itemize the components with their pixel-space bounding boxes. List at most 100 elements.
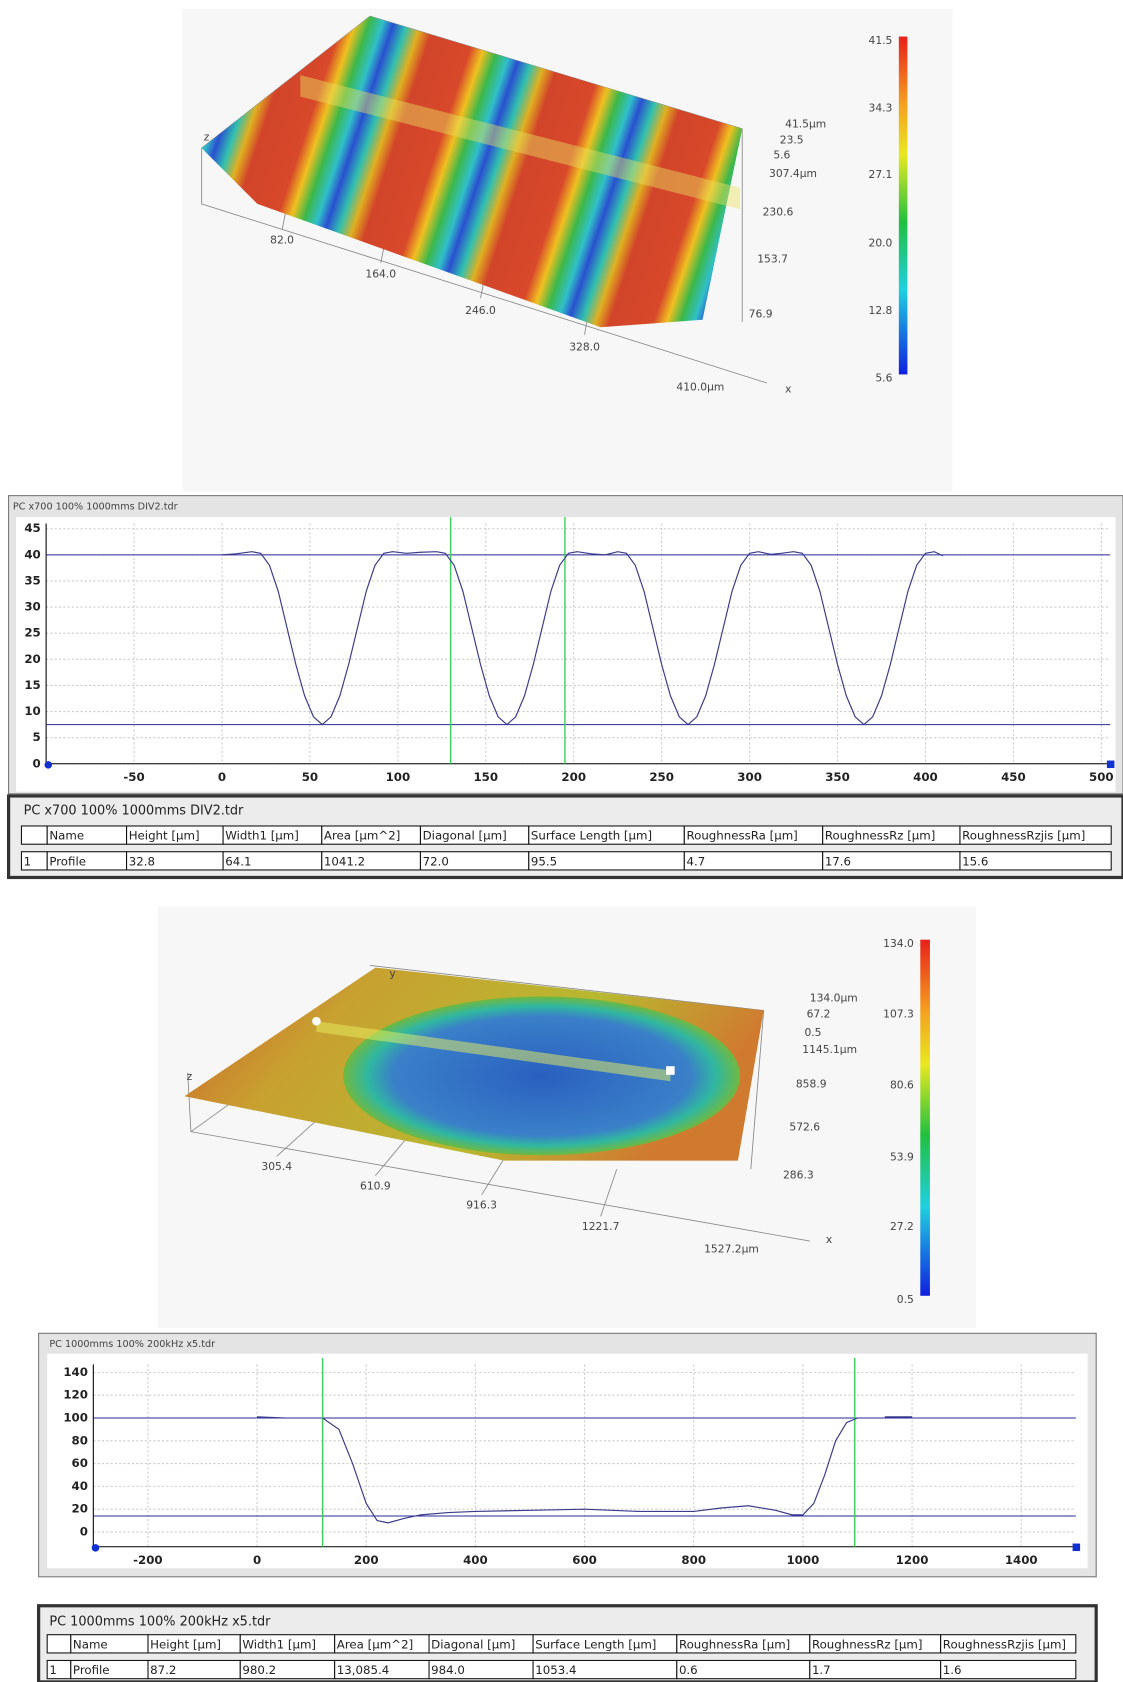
column-header: RoughnessRa [μm] (686, 829, 797, 843)
axis-label: x (785, 382, 791, 395)
chart-title: PC 1000mms 100% 200kHz x5.tdr (49, 1339, 215, 1350)
cell: 17.6 (825, 854, 851, 868)
column-header: Diagonal [μm] (423, 829, 507, 843)
cell: 0.6 (679, 1663, 698, 1677)
cell: 15.6 (962, 854, 988, 868)
x-tick-label: 200 (561, 770, 586, 784)
marker (666, 1066, 675, 1075)
x-tick-label: 600 (572, 1553, 597, 1567)
cell: 1 (24, 854, 32, 868)
x-tick-label: 328.0 (569, 341, 600, 354)
x-tick-label: 800 (681, 1553, 706, 1567)
x-tick-label: 50 (302, 770, 318, 784)
x-tick-label: 1000 (786, 1553, 819, 1567)
table-title: PC 1000mms 100% 200kHz x5.tdr (49, 1614, 271, 1629)
chart-title: PC x700 100% 1000mms DIV2.tdr (13, 501, 178, 512)
y-tick-label: 20 (72, 1502, 88, 1516)
y-tick-label: 40 (72, 1479, 88, 1493)
x-tick-label: 150 (473, 770, 498, 784)
z-tick-label: 41.5µm (785, 118, 826, 131)
y-tick-label: 80 (72, 1433, 88, 1447)
column-header: RoughnessRzjis [μm] (943, 1637, 1066, 1651)
colorbar-label: 107.3 (883, 1008, 914, 1021)
y-tick-label: 76.9 (749, 307, 773, 320)
y-tick-label: 858.9 (796, 1077, 827, 1090)
x-tick-label: 1527.2µm (704, 1243, 759, 1256)
profile-chart: PC x700 100% 1000mms DIV2.tdr05101520253… (9, 496, 1123, 794)
column-header: Name (73, 1637, 108, 1651)
column-header: Height [μm] (129, 829, 200, 843)
x-tick-label: 916.3 (466, 1199, 497, 1212)
column-header: Area [μm^2] (337, 1637, 413, 1651)
y-tick-label: 100 (63, 1410, 88, 1424)
column-header: Width1 [μm] (225, 829, 299, 843)
colorbar-label: 27.1 (869, 168, 893, 181)
colorbar-label: 80.6 (890, 1079, 914, 1092)
z-tick-label: 0.5 (804, 1026, 821, 1039)
screenshot: z x 82.0 164.0 246.0 328.0 410.0µm 307.4… (0, 0, 1123, 1682)
cell: 1041.2 (324, 854, 365, 868)
x-tick-label: 246.0 (465, 304, 496, 317)
colorbar (899, 37, 908, 375)
column-header: Name (49, 829, 84, 843)
y-tick-label: 307.4µm (769, 167, 817, 180)
y-tick-label: 5 (33, 730, 41, 744)
column-header: RoughnessRa [μm] (679, 1637, 790, 1651)
z-tick-label: 5.6 (773, 149, 790, 162)
cell: 95.5 (531, 854, 557, 868)
range-handle (1073, 1544, 1081, 1552)
y-tick-label: 25 (24, 626, 40, 640)
header-cell (47, 1635, 71, 1653)
range-handle (45, 761, 53, 769)
x-tick-label: 0 (218, 770, 226, 784)
range-handle (1107, 761, 1115, 769)
y-tick-label: 0 (33, 756, 41, 770)
y-tick-label: 40 (24, 547, 40, 561)
y-tick-label: 286.3 (783, 1169, 814, 1182)
x-tick-label: 400 (463, 1553, 488, 1567)
y-tick-label: 35 (24, 573, 40, 587)
table-title: PC x700 100% 1000mms DIV2.tdr (24, 803, 244, 818)
axis-label: z (187, 1070, 193, 1083)
colorbar-label: 134.0 (883, 937, 914, 950)
measurement-table: PC x700 100% 1000mms DIV2.tdr 1 Name Profil… (9, 796, 1123, 878)
x-tick-label: 300 (737, 770, 762, 784)
y-tick-label: 45 (24, 521, 40, 535)
colorbar-label: 41.5 (869, 34, 893, 47)
marker (312, 1017, 321, 1026)
x-tick-label: 1200 (896, 1553, 929, 1567)
cell: 32.8 (129, 854, 155, 868)
cell: 64.1 (225, 854, 251, 868)
cell: Profile (49, 854, 86, 868)
column-header: Surface Length [μm] (535, 1637, 656, 1651)
x-tick-label: 410.0µm (676, 380, 724, 393)
x-tick-label: 610.9 (360, 1179, 391, 1192)
column-header: Surface Length [μm] (531, 829, 652, 843)
colorbar-label: 53.9 (890, 1150, 914, 1163)
cell: 1.7 (812, 1663, 831, 1677)
x-tick-label: -200 (133, 1553, 162, 1567)
x-tick-label: 305.4 (261, 1160, 292, 1173)
x-tick-label: 0 (253, 1553, 261, 1567)
cell: 4.7 (686, 854, 705, 868)
z-tick-label: 67.2 (807, 1008, 831, 1021)
y-tick-label: 30 (24, 600, 40, 614)
column-header: RoughnessRz [μm] (825, 829, 936, 843)
surface-view: z x 82.0 164.0 246.0 328.0 410.0µm 307.4… (182, 9, 952, 492)
header-cell (21, 826, 47, 844)
pit (343, 997, 740, 1156)
colorbar-label: 12.8 (869, 304, 893, 317)
x-tick-label: 200 (354, 1553, 379, 1567)
z-tick-label: 23.5 (780, 134, 804, 147)
axis-label: z (204, 130, 210, 143)
y-tick-label: 120 (63, 1388, 88, 1402)
x-tick-label: 500 (1089, 770, 1114, 784)
range-handle (92, 1544, 100, 1552)
plot-background (16, 517, 1115, 792)
y-tick-label: 230.6 (763, 205, 794, 218)
y-tick-label: 572.6 (789, 1120, 820, 1133)
colorbar-label: 0.5 (897, 1293, 914, 1306)
x-tick-label: 350 (825, 770, 850, 784)
x-tick-label: 400 (913, 770, 938, 784)
y-tick-label: 1145.1µm (802, 1043, 857, 1056)
